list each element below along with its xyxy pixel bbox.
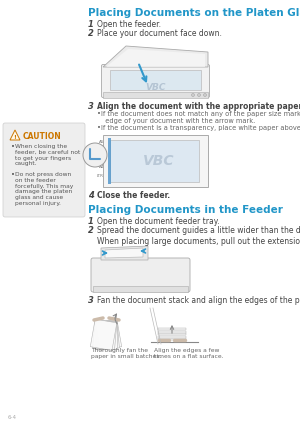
- Text: If the document is a transparency, place white paper above the document.: If the document is a transparency, place…: [101, 125, 300, 131]
- Text: Placing Documents on the Platen Glass: Placing Documents on the Platen Glass: [88, 8, 300, 18]
- Text: VBC: VBC: [143, 154, 175, 168]
- Text: Open the document feeder tray.: Open the document feeder tray.: [97, 217, 220, 226]
- Polygon shape: [101, 246, 148, 260]
- Text: 2: 2: [88, 226, 94, 235]
- Bar: [103, 92, 208, 98]
- Circle shape: [197, 94, 200, 97]
- Text: Do not press down
on the feeder
forcefully. This may
damage the platen
glass and: Do not press down on the feeder forceful…: [15, 172, 73, 206]
- Text: •: •: [11, 144, 15, 150]
- Bar: [110, 70, 201, 90]
- Text: LTR: LTR: [97, 174, 104, 178]
- Polygon shape: [103, 46, 208, 67]
- Bar: [158, 330, 186, 332]
- Text: Fan the document stack and align the edges of the pages.: Fan the document stack and align the edg…: [97, 296, 300, 305]
- Text: Placing Documents in the Feeder: Placing Documents in the Feeder: [88, 205, 283, 215]
- Text: STMT: STMT: [93, 148, 104, 153]
- Text: !: !: [14, 135, 16, 140]
- Text: B5: B5: [98, 157, 104, 161]
- Polygon shape: [90, 319, 117, 351]
- Bar: [158, 338, 186, 340]
- Text: Align the edges a few
times on a flat surface.: Align the edges a few times on a flat su…: [154, 348, 224, 359]
- Text: Align the document with the appropriate paper size marks.: Align the document with the appropriate …: [97, 102, 300, 111]
- Text: Open the feeder.: Open the feeder.: [97, 20, 161, 29]
- Text: •: •: [97, 125, 101, 131]
- Bar: [158, 328, 186, 330]
- Bar: [158, 335, 186, 338]
- FancyBboxPatch shape: [3, 123, 85, 217]
- Circle shape: [83, 143, 107, 167]
- Polygon shape: [95, 319, 122, 351]
- Text: 4: 4: [88, 191, 94, 200]
- Bar: [108, 138, 111, 184]
- Polygon shape: [95, 321, 117, 349]
- Text: A4: A4: [99, 165, 104, 170]
- Polygon shape: [106, 49, 205, 67]
- Text: •: •: [11, 172, 15, 178]
- Text: Spread the document guides a little wider than the document's width.
When placin: Spread the document guides a little wide…: [97, 226, 300, 246]
- Bar: [93, 286, 188, 292]
- Polygon shape: [95, 320, 119, 350]
- Text: 3: 3: [88, 296, 94, 305]
- Text: 1: 1: [88, 20, 94, 29]
- Text: If the document does not match any of the paper size marks, align the upper left: If the document does not match any of th…: [101, 111, 300, 124]
- Text: VBC: VBC: [145, 84, 166, 92]
- Text: A5: A5: [98, 140, 104, 144]
- Polygon shape: [10, 130, 20, 140]
- Text: 1: 1: [88, 217, 94, 226]
- Text: 2: 2: [88, 29, 94, 38]
- Bar: [158, 333, 186, 335]
- Text: 6-4: 6-4: [8, 415, 17, 420]
- Text: 3: 3: [88, 102, 94, 111]
- FancyBboxPatch shape: [101, 64, 209, 98]
- Text: Close the feeder.: Close the feeder.: [97, 191, 170, 200]
- FancyBboxPatch shape: [91, 258, 190, 292]
- Bar: [103, 135, 208, 187]
- Text: Thoroughly fan the
paper in small batches.: Thoroughly fan the paper in small batche…: [91, 348, 161, 359]
- Bar: [110, 140, 199, 182]
- Text: Place your document face down.: Place your document face down.: [97, 29, 222, 38]
- Polygon shape: [105, 248, 143, 258]
- Text: •: •: [97, 111, 101, 117]
- Text: CAUTION: CAUTION: [23, 132, 62, 141]
- Polygon shape: [93, 320, 117, 350]
- Text: When closing the
feeder, be careful not
to get your fingers
caught.: When closing the feeder, be careful not …: [15, 144, 80, 166]
- Circle shape: [203, 94, 206, 97]
- Circle shape: [191, 94, 194, 97]
